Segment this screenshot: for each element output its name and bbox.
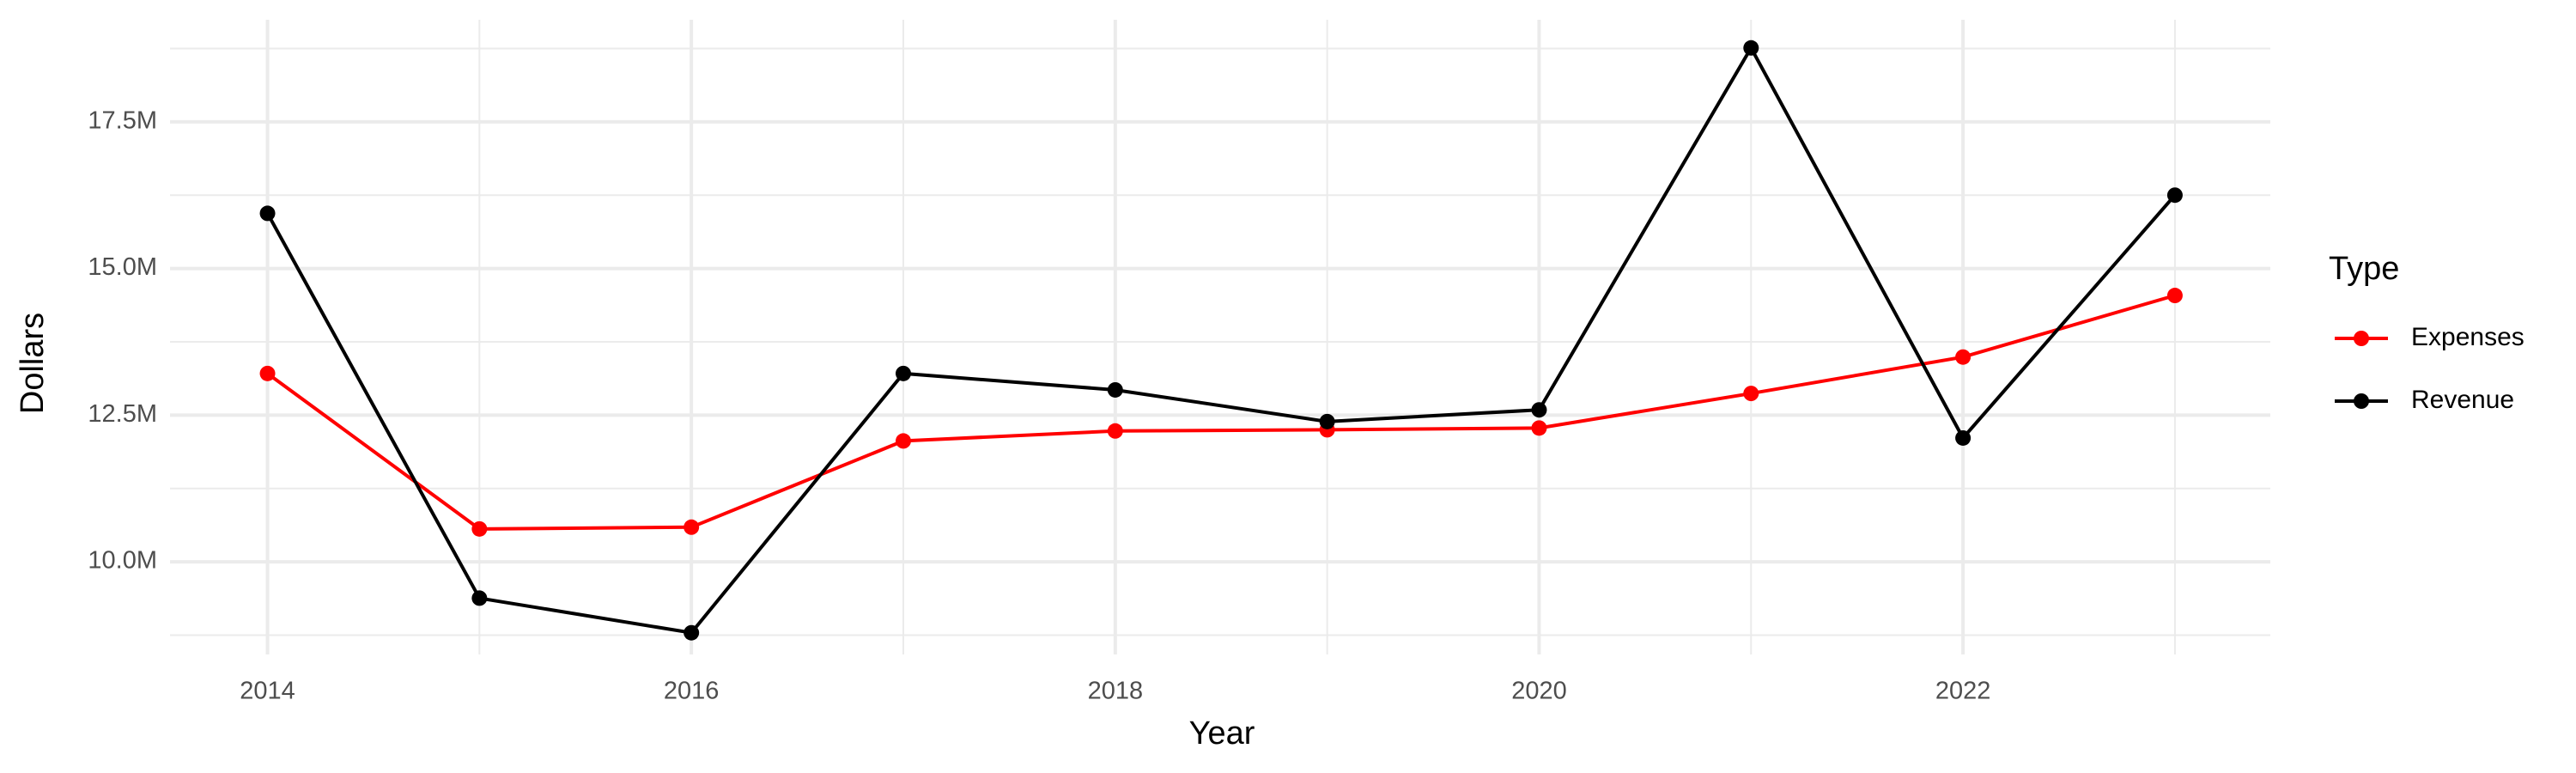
data-point <box>1955 429 1971 446</box>
data-point <box>1955 349 1971 365</box>
series-line <box>265 44 2177 635</box>
series-line <box>266 294 2176 531</box>
x-tick-label: 2014 <box>240 678 295 705</box>
x-axis-title: Year <box>1189 715 1255 752</box>
legend-title: Type <box>2329 251 2399 287</box>
data-point <box>1531 402 1547 418</box>
data-point <box>1531 420 1547 436</box>
legend-label: Expenses <box>2411 323 2524 351</box>
data-point <box>896 365 912 381</box>
data-point <box>259 365 276 381</box>
data-point <box>259 205 276 222</box>
data-point <box>683 519 700 535</box>
data-point <box>1743 40 1759 56</box>
legend-key-point <box>2354 331 2369 346</box>
legend-key-point <box>2354 393 2369 409</box>
data-point <box>1743 386 1759 402</box>
data-point <box>1107 381 1123 398</box>
legend-label: Revenue <box>2411 386 2514 414</box>
data-point <box>2166 288 2183 304</box>
x-tick-label: 2020 <box>1511 678 1567 705</box>
y-tick-label: 12.5M <box>88 400 157 428</box>
data-point <box>1319 413 1335 429</box>
y-tick-label: 10.0M <box>88 547 157 575</box>
data-point <box>2166 187 2183 204</box>
data-point <box>471 590 488 606</box>
data-point <box>683 624 700 641</box>
y-tick-label: 17.5M <box>88 107 157 134</box>
x-tick-label: 2022 <box>1935 678 1991 705</box>
y-tick-label: 15.0M <box>88 253 157 281</box>
x-tick-label: 2016 <box>664 678 720 705</box>
data-point <box>896 433 912 449</box>
x-tick-label: 2018 <box>1088 678 1144 705</box>
data-point <box>1107 423 1123 439</box>
y-axis-title: Dollars <box>15 313 51 414</box>
data-point <box>471 520 488 537</box>
